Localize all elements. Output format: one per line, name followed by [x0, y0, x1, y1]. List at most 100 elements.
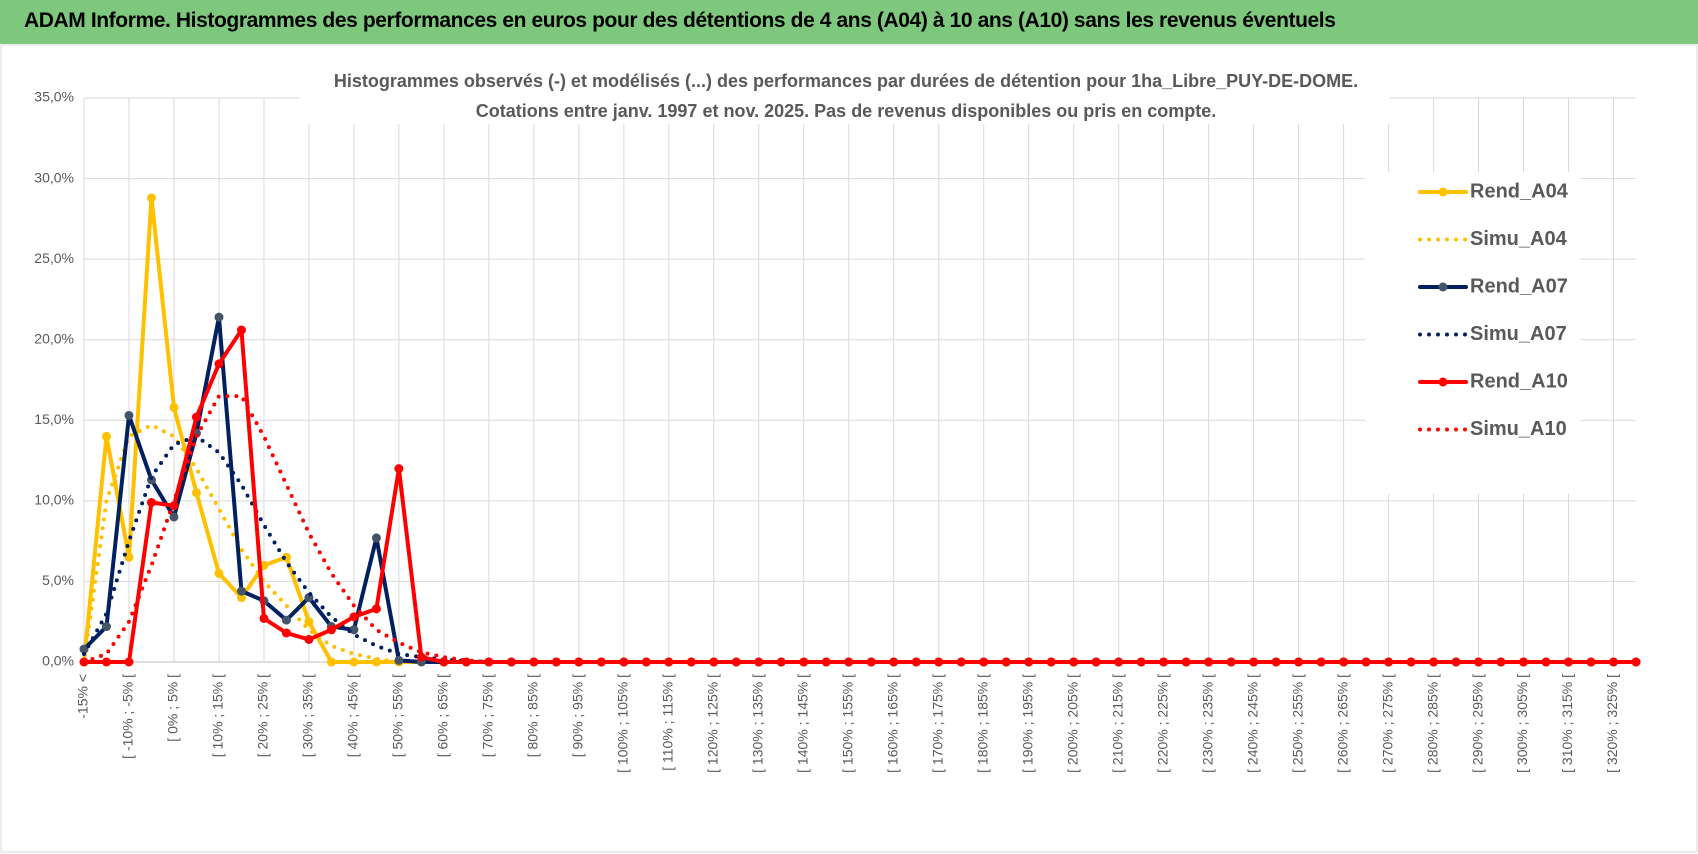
- point: [1136, 657, 1146, 667]
- legend-marker: [1438, 377, 1448, 387]
- point: [191, 488, 201, 498]
- x-tick-label: [ 60% ; 65% [: [435, 674, 451, 757]
- header-title: ADAM Informe. Histogrammes des performan…: [0, 0, 1698, 44]
- legend-label: Simu_A07: [1470, 323, 1567, 345]
- x-tick-label: [ 90% ; 95% [: [570, 674, 586, 757]
- point: [686, 657, 696, 667]
- point: [1631, 657, 1641, 667]
- point: [641, 657, 651, 667]
- point: [214, 568, 224, 578]
- legend-label: Simu_A10: [1470, 418, 1567, 440]
- legend-marker: [1438, 282, 1448, 292]
- point: [1046, 657, 1056, 667]
- point: [236, 325, 246, 335]
- point: [236, 586, 246, 596]
- point: [596, 657, 606, 667]
- point: [551, 657, 561, 667]
- legend-label: Rend_A04: [1470, 180, 1569, 202]
- x-tick-label: [ 130% ; 135% [: [749, 674, 765, 773]
- x-tick-label: [ 140% ; 145% [: [794, 674, 810, 773]
- point: [1001, 657, 1011, 667]
- legend-label: Rend_A10: [1470, 370, 1568, 392]
- point: [394, 464, 404, 474]
- x-tick-label: [ 120% ; 125% [: [705, 674, 721, 773]
- point: [394, 655, 404, 665]
- point: [1316, 657, 1326, 667]
- y-tick-label: 5,0%: [42, 572, 74, 588]
- x-tick-label: [ 160% ; 165% [: [884, 674, 900, 773]
- x-tick-label: [ 180% ; 185% [: [974, 674, 990, 773]
- x-tick-label: [ 40% ; 45% [: [345, 674, 361, 757]
- point: [101, 431, 111, 441]
- point: [911, 657, 921, 667]
- point: [349, 612, 359, 622]
- x-tick-label: [ 100% ; 105% [: [615, 674, 631, 773]
- point: [371, 533, 381, 543]
- point: [281, 615, 291, 625]
- y-tick-label: 10,0%: [34, 492, 74, 508]
- x-tick-label: [ 250% ; 255% [: [1289, 674, 1305, 773]
- point: [1541, 657, 1551, 667]
- point: [821, 657, 831, 667]
- y-tick-label: 25,0%: [34, 250, 74, 266]
- x-tick-label: -15% <: [75, 674, 91, 719]
- x-tick-label: [ 190% ; 195% [: [1019, 674, 1035, 773]
- point: [1181, 657, 1191, 667]
- point: [1226, 657, 1236, 667]
- point: [439, 657, 449, 667]
- point: [326, 657, 336, 667]
- legend-label: Rend_A07: [1470, 275, 1568, 297]
- x-tick-label: [ 320% ; 325% [: [1604, 674, 1620, 773]
- point: [281, 628, 291, 638]
- point: [371, 604, 381, 614]
- x-tick-label: [ 70% ; 75% [: [480, 674, 496, 757]
- legend-label: Simu_A04: [1470, 228, 1568, 250]
- legend-marker: [1438, 187, 1448, 197]
- series-line: [82, 394, 1638, 664]
- point: [304, 634, 314, 644]
- chart: 0,0% 5,0% 10,0% 15,0% 20,0% 25,0% 30,0% 35,0% -1…: [0, 44, 1698, 853]
- point: [101, 622, 111, 632]
- chart-title: Histogrammes observés (-) et modélisés (…: [334, 71, 1358, 91]
- point: [79, 644, 89, 654]
- x-tick-label: [ 300% ; 305% [: [1514, 674, 1530, 773]
- point: [1091, 657, 1101, 667]
- point: [101, 657, 111, 667]
- point: [506, 657, 516, 667]
- point: [259, 613, 269, 623]
- x-tick-label: [ 150% ; 155% [: [839, 674, 855, 773]
- point: [1271, 657, 1281, 667]
- point: [146, 497, 156, 507]
- x-tick-label: [ 230% ; 235% [: [1199, 674, 1215, 773]
- point: [731, 657, 741, 667]
- point: [956, 657, 966, 667]
- point: [146, 193, 156, 203]
- point: [236, 593, 246, 603]
- x-tick-label: [ 280% ; 285% [: [1424, 674, 1440, 773]
- point: [214, 359, 224, 369]
- point: [866, 657, 876, 667]
- x-tick-label: [ 290% ; 295% [: [1469, 674, 1485, 773]
- x-tick-label: [ 260% ; 265% [: [1334, 674, 1350, 773]
- point: [191, 412, 201, 422]
- y-tick-label: 15,0%: [34, 411, 74, 427]
- x-tick-label: [ 200% ; 205% [: [1064, 674, 1080, 773]
- point: [349, 625, 359, 635]
- x-tick-label: [ 0% ; 5% [: [165, 674, 181, 742]
- x-tick-label: [ 310% ; 315% [: [1559, 674, 1575, 773]
- x-tick-label: [ 80% ; 85% [: [525, 674, 541, 757]
- point: [776, 657, 786, 667]
- x-tick-label: [ 20% ; 25% [: [255, 674, 271, 757]
- y-tick-label: 20,0%: [34, 330, 74, 346]
- x-tick-label: [ 50% ; 55% [: [390, 674, 406, 757]
- chart-title: Cotations entre janv. 1997 et nov. 2025.…: [476, 101, 1217, 121]
- point: [124, 410, 134, 420]
- x-tick-label: [ 30% ; 35% [: [300, 674, 316, 757]
- point: [416, 652, 426, 662]
- point: [326, 625, 336, 635]
- point: [1586, 657, 1596, 667]
- y-tick-label: 30,0%: [34, 169, 74, 185]
- point: [169, 402, 179, 412]
- point: [1406, 657, 1416, 667]
